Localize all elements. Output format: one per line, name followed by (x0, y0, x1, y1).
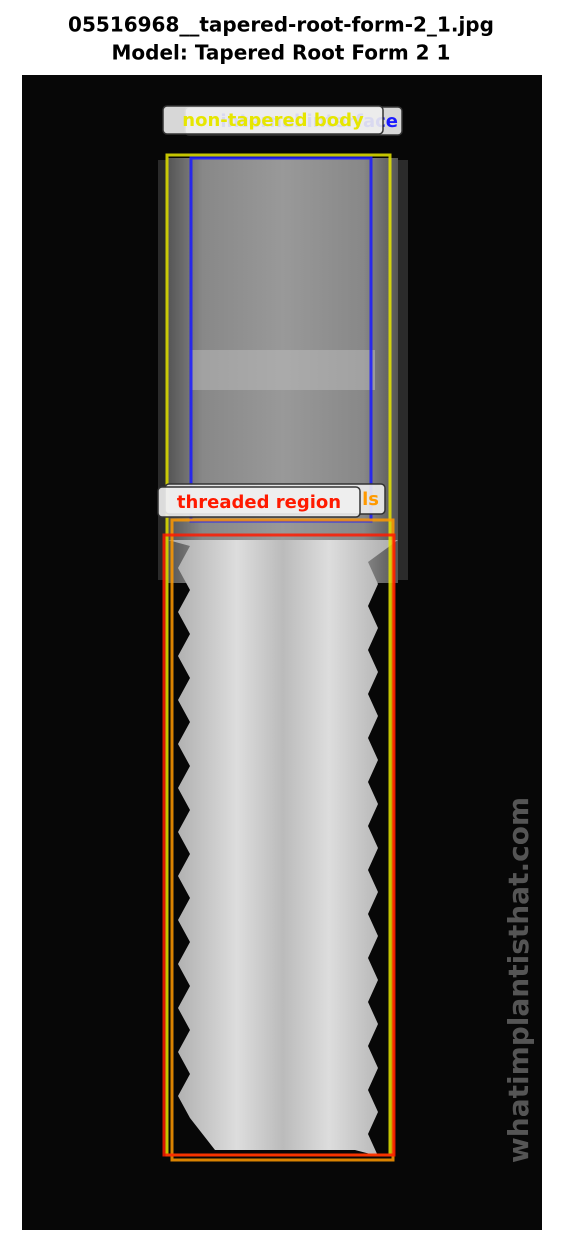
label-box (162, 105, 384, 135)
label-text: ls (362, 489, 379, 510)
title: 05516968__tapered-root-form-2_1.jpg (68, 13, 494, 37)
label-text: non-tapered body (182, 110, 364, 131)
implant-band (190, 350, 375, 390)
boxes-layer (162, 153, 396, 1162)
label-box (157, 486, 361, 518)
implant-threaded (168, 540, 398, 1156)
watermark: whatimplantisthat.com (502, 797, 535, 1163)
label-text: threaded region (177, 492, 341, 513)
subtitle: Model: Tapered Root Form 2 1 (112, 41, 451, 65)
labels-layer: internal interfacenon-tapered bodylsthre… (157, 105, 403, 518)
bounding-box (162, 533, 396, 1157)
annotations: internal interfacenon-tapered bodylsthre… (157, 105, 403, 1162)
